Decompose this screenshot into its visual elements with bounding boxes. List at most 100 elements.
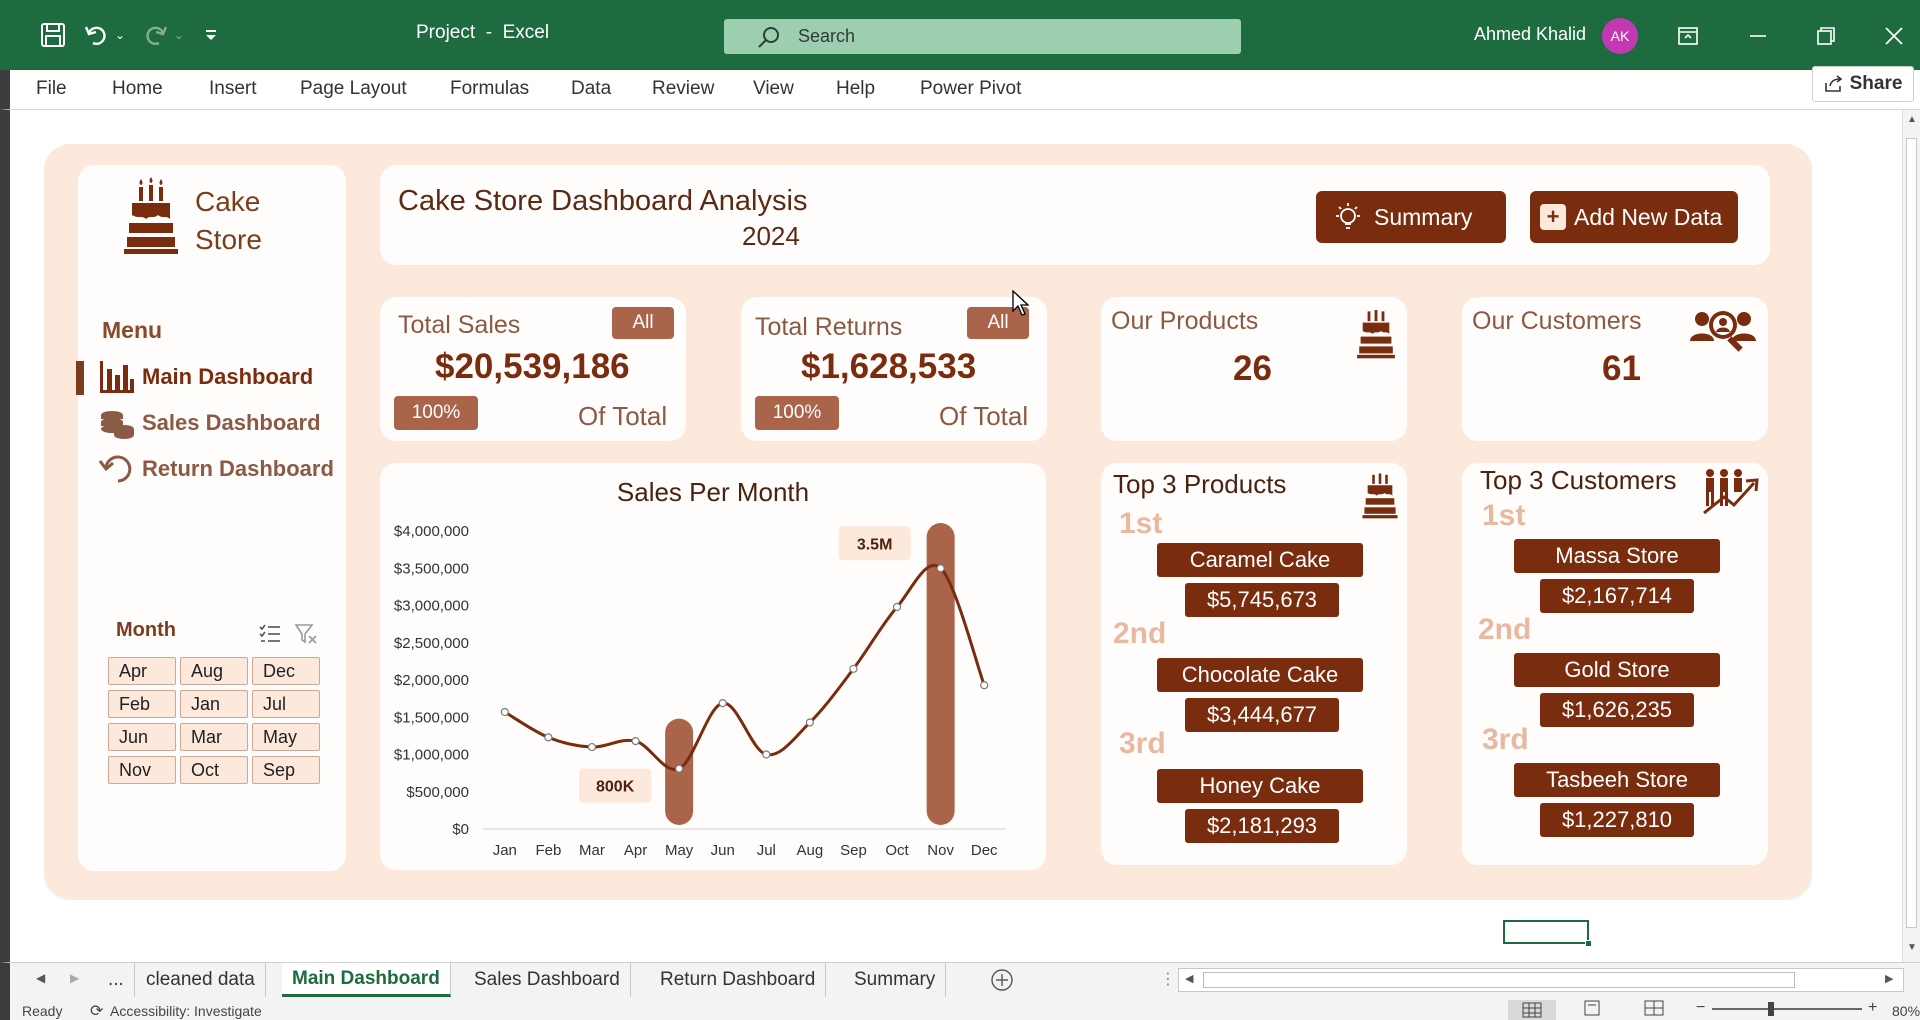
prev-sheet-icon[interactable]: ◀ [36, 971, 46, 985]
customize-toolbar-icon[interactable] [200, 18, 222, 52]
accessibility-status[interactable]: Accessibility: Investigate [110, 1003, 262, 1019]
ribbon-tabs: File Home Insert Page Layout Formulas Da… [0, 70, 1920, 110]
clear-filter-icon[interactable] [294, 623, 318, 645]
scroll-left-icon[interactable]: ◀ [1185, 973, 1194, 985]
tab-main-dashboard[interactable]: Main Dashboard [282, 963, 451, 997]
redo-dropdown-icon[interactable]: ⌄ [173, 28, 185, 42]
top-product-value: $5,745,673 [1185, 583, 1339, 617]
slicer-item[interactable]: Nov [108, 756, 176, 784]
next-sheet-icon[interactable]: ▶ [70, 971, 80, 985]
tab-cleaned-data[interactable]: cleaned data [136, 963, 266, 997]
minimize-icon[interactable] [1738, 20, 1778, 52]
menu-data[interactable]: Data [571, 78, 612, 99]
top-customer-name: Gold Store [1514, 653, 1720, 687]
nav-sales-dashboard[interactable]: Sales Dashboard [98, 405, 321, 441]
menu-insert[interactable]: Insert [209, 78, 257, 99]
brand-name: Cake Store [195, 183, 262, 259]
zoom-level[interactable]: 80% [1892, 1003, 1920, 1019]
fill-handle[interactable] [1585, 940, 1592, 947]
tab-splitter-icon[interactable]: ⋮ [1160, 971, 1176, 988]
slicer-item[interactable]: Jan [180, 690, 248, 718]
slicer-item[interactable]: Mar [180, 723, 248, 751]
tab-sales-dashboard[interactable]: Sales Dashboard [464, 963, 631, 997]
returns-filter-all-button[interactable]: All [967, 307, 1029, 339]
nav-main-dashboard[interactable]: Main Dashboard [98, 359, 313, 395]
summary-button[interactable]: Summary [1316, 191, 1506, 243]
cake-icon [1357, 310, 1395, 359]
month-slicer-title: Month [116, 619, 176, 641]
menu-view[interactable]: View [753, 78, 794, 99]
save-icon[interactable] [38, 18, 68, 52]
highlight-label-box [579, 768, 652, 803]
add-new-data-button[interactable]: + Add New Data [1530, 191, 1738, 243]
tab-summary[interactable]: Summary [844, 963, 947, 997]
search-box[interactable]: Search [724, 19, 1241, 54]
vertical-scroll-thumb[interactable] [1906, 138, 1917, 928]
normal-view-button[interactable] [1508, 1000, 1556, 1020]
horizontal-scrollbar[interactable]: ◀ ▶ [1178, 968, 1904, 992]
page-break-view-icon[interactable] [1644, 1000, 1664, 1019]
zoom-out-icon[interactable]: − [1696, 999, 1706, 1016]
page-layout-view-icon[interactable] [1582, 1000, 1602, 1019]
tab-return-dashboard[interactable]: Return Dashboard [650, 963, 827, 997]
highlight-label: 3.5M [857, 536, 893, 553]
coins-icon [101, 411, 134, 439]
selected-cell[interactable] [1503, 920, 1592, 947]
slicer-item[interactable]: Oct [180, 756, 248, 784]
redo-icon[interactable] [140, 18, 170, 52]
highlight-bar [926, 523, 955, 825]
menu-help[interactable]: Help [836, 78, 876, 99]
menu-page-layout[interactable]: Page Layout [300, 78, 407, 99]
kpi-title: Total Sales [398, 311, 521, 339]
data-point [936, 564, 945, 573]
scroll-down-icon[interactable]: ▼ [1907, 942, 1917, 953]
nav-return-dashboard[interactable]: Return Dashboard [98, 451, 334, 487]
horizontal-scroll-thumb[interactable] [1203, 972, 1795, 988]
slicer-item[interactable]: Feb [108, 690, 176, 718]
slicer-item[interactable]: Jun [108, 723, 176, 751]
kpi-value: $20,539,186 [435, 347, 630, 386]
slicer-item[interactable]: Apr [108, 657, 176, 685]
slicer-item[interactable]: Aug [180, 657, 248, 685]
zoom-slider-thumb[interactable] [1768, 1002, 1774, 1016]
close-icon[interactable] [1874, 20, 1914, 52]
data-point [718, 698, 727, 708]
scroll-up-icon[interactable]: ▲ [1907, 114, 1917, 125]
avatar[interactable]: AK [1602, 18, 1638, 54]
add-sheet-icon[interactable] [990, 968, 1014, 997]
slicer-item[interactable]: Dec [252, 657, 320, 685]
undo-dropdown-icon[interactable]: ⌄ [114, 28, 126, 42]
menu-formulas[interactable]: Formulas [450, 78, 530, 99]
top-product-name: Caramel Cake [1157, 543, 1363, 577]
x-tick-label: Jul [757, 842, 776, 859]
share-button[interactable]: Share [1812, 66, 1914, 102]
menu-review[interactable]: Review [652, 78, 715, 99]
x-tick-label: Dec [971, 842, 998, 859]
mouse-cursor-icon [1012, 290, 1030, 316]
menu-home[interactable]: Home [112, 78, 163, 99]
user-name[interactable]: Ahmed Khalid [1474, 24, 1587, 44]
restore-icon[interactable] [1806, 20, 1846, 52]
x-tick-label: Nov [927, 842, 954, 859]
undo-icon[interactable] [82, 18, 112, 52]
ribbon-display-icon[interactable] [1668, 20, 1708, 52]
menu-power-pivot[interactable]: Power Pivot [920, 78, 1022, 99]
scroll-right-icon[interactable]: ▶ [1885, 973, 1894, 985]
data-point [500, 707, 509, 717]
zoom-in-icon[interactable]: + [1868, 999, 1878, 1016]
multi-select-icon[interactable] [258, 623, 282, 645]
menu-file[interactable]: File [36, 78, 67, 99]
kpi-value: 61 [1602, 349, 1641, 388]
slicer-item[interactable]: Jul [252, 690, 320, 718]
slicer-item[interactable]: Sep [252, 756, 320, 784]
slicer-item[interactable]: May [252, 723, 320, 751]
data-point [675, 764, 684, 773]
kpi-title: Our Products [1111, 307, 1259, 335]
sales-per-month-chart[interactable]: Sales Per Month $0 $500,000 $1,000,000 $1,5… [380, 463, 1046, 870]
top-product-name: Chocolate Cake [1157, 658, 1363, 692]
more-sheets-button[interactable]: ... [98, 963, 135, 997]
sales-filter-all-button[interactable]: All [612, 307, 674, 339]
zoom-slider[interactable] [1712, 1002, 1862, 1016]
data-point [587, 742, 597, 752]
vertical-scrollbar[interactable]: ▲ ▼ [1902, 110, 1920, 962]
